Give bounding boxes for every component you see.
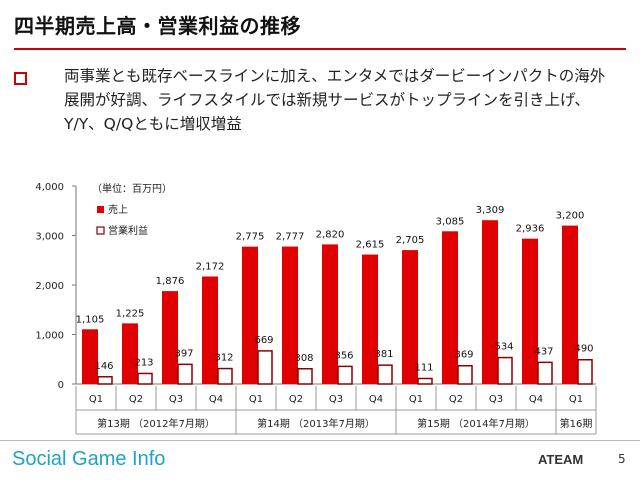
profit-bar [497, 356, 513, 385]
sales-value-label: 2,172 [196, 261, 225, 272]
sales-value-label: 2,705 [396, 235, 425, 246]
x-tick-label: Q2 [449, 394, 463, 405]
sales-value-label: 1,225 [116, 308, 145, 319]
legend-label-profit: 営業利益 [108, 224, 148, 237]
x-tick-label: Q3 [489, 394, 503, 405]
legend-swatch-profit [96, 226, 105, 235]
sales-value-label: 3,309 [476, 205, 505, 216]
sales-value-label: 1,876 [156, 276, 185, 287]
x-tick-label: Q1 [409, 394, 423, 405]
fiscal-period-label: 第16期 [560, 417, 593, 430]
x-tick-label: Q1 [89, 394, 103, 405]
slide-title: 四半期売上高・営業利益の推移 [14, 14, 301, 38]
title-divider [14, 48, 626, 50]
profit-value-label: 356 [334, 350, 353, 361]
x-tick-label: Q1 [569, 394, 583, 405]
profit-bar [337, 365, 353, 385]
profit-bar [217, 367, 233, 385]
social-game-info-logo: Social Game Info [12, 448, 166, 470]
bullet-square-icon [14, 72, 27, 85]
sales-bar [282, 246, 298, 384]
x-tick-label: Q4 [209, 394, 223, 405]
profit-value-label: 312 [214, 353, 233, 364]
y-tick-label: 2,000 [35, 281, 64, 292]
y-tick-label: 3,000 [35, 232, 64, 243]
x-tick-label: Q2 [289, 394, 303, 405]
bullet-text: 両事業とも既存ベースラインに加え、エンタメではダービーインパクトの海外展開が好調… [64, 67, 606, 133]
sales-value-label: 2,777 [276, 232, 305, 243]
fiscal-period-label: 第13期 （2012年7月期） [97, 417, 215, 430]
y-tick-label: 4,000 [35, 182, 64, 193]
profit-bar [457, 364, 473, 385]
x-tick-label: Q2 [129, 394, 143, 405]
profit-bar [377, 364, 393, 385]
fiscal-period-label: 第14期 （2013年7月期） [257, 417, 375, 430]
x-tick-label: Q3 [329, 394, 343, 405]
legend-swatch-sales [97, 206, 104, 213]
fiscal-period-label: 第15期 （2014年7月期） [417, 417, 535, 430]
sales-bar [562, 225, 578, 384]
profit-bar [97, 376, 113, 385]
sales-bar [242, 246, 258, 384]
x-tick-label: Q4 [529, 394, 543, 405]
profit-bar [297, 368, 313, 385]
profit-value-label: 669 [254, 335, 273, 346]
profit-bar [577, 358, 593, 385]
sales-bar [162, 291, 178, 384]
profit-value-label: 381 [374, 349, 393, 360]
unit-note: （単位：百万円） [92, 184, 172, 195]
sales-value-label: 3,200 [556, 211, 585, 222]
footer-divider [0, 440, 640, 441]
sales-value-label: 2,615 [356, 240, 385, 251]
sales-value-label: 2,820 [316, 229, 345, 240]
profit-bar [257, 350, 273, 385]
sales-value-label: 1,105 [76, 314, 105, 325]
profit-value-label: 490 [574, 344, 593, 355]
sales-bar [402, 250, 418, 384]
sales-bar [122, 323, 138, 384]
y-tick-label: 1,000 [35, 331, 64, 342]
profit-value-label: 397 [174, 348, 193, 359]
sales-value-label: 3,085 [436, 216, 465, 227]
profit-value-label: 437 [534, 346, 553, 357]
sales-value-label: 2,936 [516, 224, 545, 235]
ateam-logo: ATEAM [538, 452, 584, 467]
profit-bar [177, 363, 193, 385]
legend-label-sales: 売上 [108, 203, 128, 216]
profit-value-label: 146 [94, 361, 113, 372]
profit-value-label: 213 [134, 357, 153, 368]
sales-bar [82, 329, 98, 384]
y-tick-label: 0 [58, 380, 64, 391]
profit-value-label: 369 [454, 350, 473, 361]
profit-value-label: 308 [294, 353, 313, 364]
profit-bar [137, 372, 153, 385]
profit-bar [417, 377, 433, 385]
sales-bar [202, 276, 218, 384]
sales-bar [442, 231, 458, 384]
sales-value-label: 2,775 [236, 232, 265, 243]
x-tick-label: Q4 [369, 394, 383, 405]
x-tick-label: Q1 [249, 394, 263, 405]
profit-value-label: 534 [494, 342, 513, 353]
sales-bar [362, 254, 378, 384]
profit-value-label: 111 [414, 363, 433, 374]
page-number: 5 [618, 452, 626, 466]
profit-bar [537, 361, 553, 385]
sales-bar [482, 220, 498, 384]
sales-bar [522, 238, 538, 384]
sales-bar [322, 244, 338, 384]
x-tick-label: Q3 [169, 394, 183, 405]
